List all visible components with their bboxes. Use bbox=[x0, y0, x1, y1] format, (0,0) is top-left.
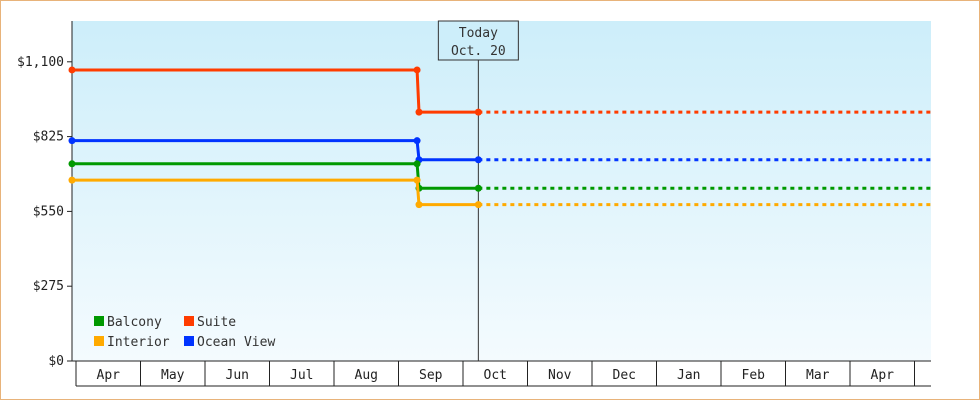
data-point-ocean-view bbox=[474, 156, 482, 164]
legend-swatch bbox=[94, 316, 104, 326]
month-label: Dec bbox=[613, 368, 636, 383]
month-label: Sep bbox=[419, 368, 443, 383]
y-axis: $0 $275 $550 $825 $1,100 bbox=[17, 21, 73, 369]
month-label: Feb bbox=[742, 368, 766, 383]
y-tick-label: $1,100 bbox=[17, 55, 64, 70]
today-marker: Today Oct. 20 bbox=[437, 20, 519, 361]
month-label: Jan bbox=[677, 368, 700, 383]
data-point-interior bbox=[474, 201, 482, 209]
data-point-ocean-view bbox=[68, 137, 76, 145]
series-line-ocean-view bbox=[72, 139, 479, 162]
data-point-ocean-view bbox=[413, 137, 421, 145]
month-label: Mar bbox=[806, 368, 830, 383]
today-box bbox=[437, 20, 519, 61]
legend-label: Interior bbox=[107, 335, 170, 350]
data-point-suite bbox=[68, 66, 76, 74]
data-point-interior bbox=[413, 176, 421, 184]
data-point-suite bbox=[415, 108, 423, 116]
x-axis: Apr May Jun Jul Aug Sep Oct Nov Dec Jan Feb Mar Apr bbox=[72, 360, 931, 387]
data-point-suite bbox=[474, 108, 482, 116]
y-tick-label: $0 bbox=[48, 354, 64, 369]
legend-label: Suite bbox=[197, 315, 236, 330]
legend-swatch bbox=[184, 336, 194, 346]
series-line-balcony bbox=[72, 162, 479, 190]
month-label: Apr bbox=[871, 368, 895, 383]
data-point-interior bbox=[415, 201, 423, 209]
y-tick-label: $825 bbox=[33, 130, 64, 145]
plot-background bbox=[72, 21, 931, 361]
month-label: Aug bbox=[355, 368, 378, 383]
data-point-interior bbox=[68, 176, 76, 184]
today-date-label: Oct. 20 bbox=[451, 44, 506, 59]
month-label: Apr bbox=[97, 368, 121, 383]
month-label: May bbox=[161, 368, 185, 383]
y-tick-label: $550 bbox=[33, 204, 64, 219]
month-label: Oct bbox=[484, 368, 507, 383]
series-line-interior bbox=[72, 178, 479, 207]
data-point-balcony bbox=[68, 160, 76, 168]
legend-label: Balcony bbox=[107, 315, 162, 330]
today-label: Today bbox=[459, 26, 498, 41]
legend-label: Ocean View bbox=[197, 335, 275, 350]
y-tick-label: $275 bbox=[33, 279, 64, 294]
month-label: Jun bbox=[226, 368, 249, 383]
legend-swatch bbox=[94, 336, 104, 346]
legend-swatch bbox=[184, 316, 194, 326]
series-line-suite bbox=[72, 68, 479, 114]
series-group bbox=[68, 66, 931, 209]
legend: Balcony Suite Interior Ocean View bbox=[94, 315, 275, 350]
month-label: Nov bbox=[548, 368, 572, 383]
data-point-suite bbox=[413, 66, 421, 74]
data-point-balcony bbox=[474, 184, 482, 192]
month-label: Jul bbox=[290, 368, 313, 383]
data-point-balcony bbox=[413, 160, 421, 168]
